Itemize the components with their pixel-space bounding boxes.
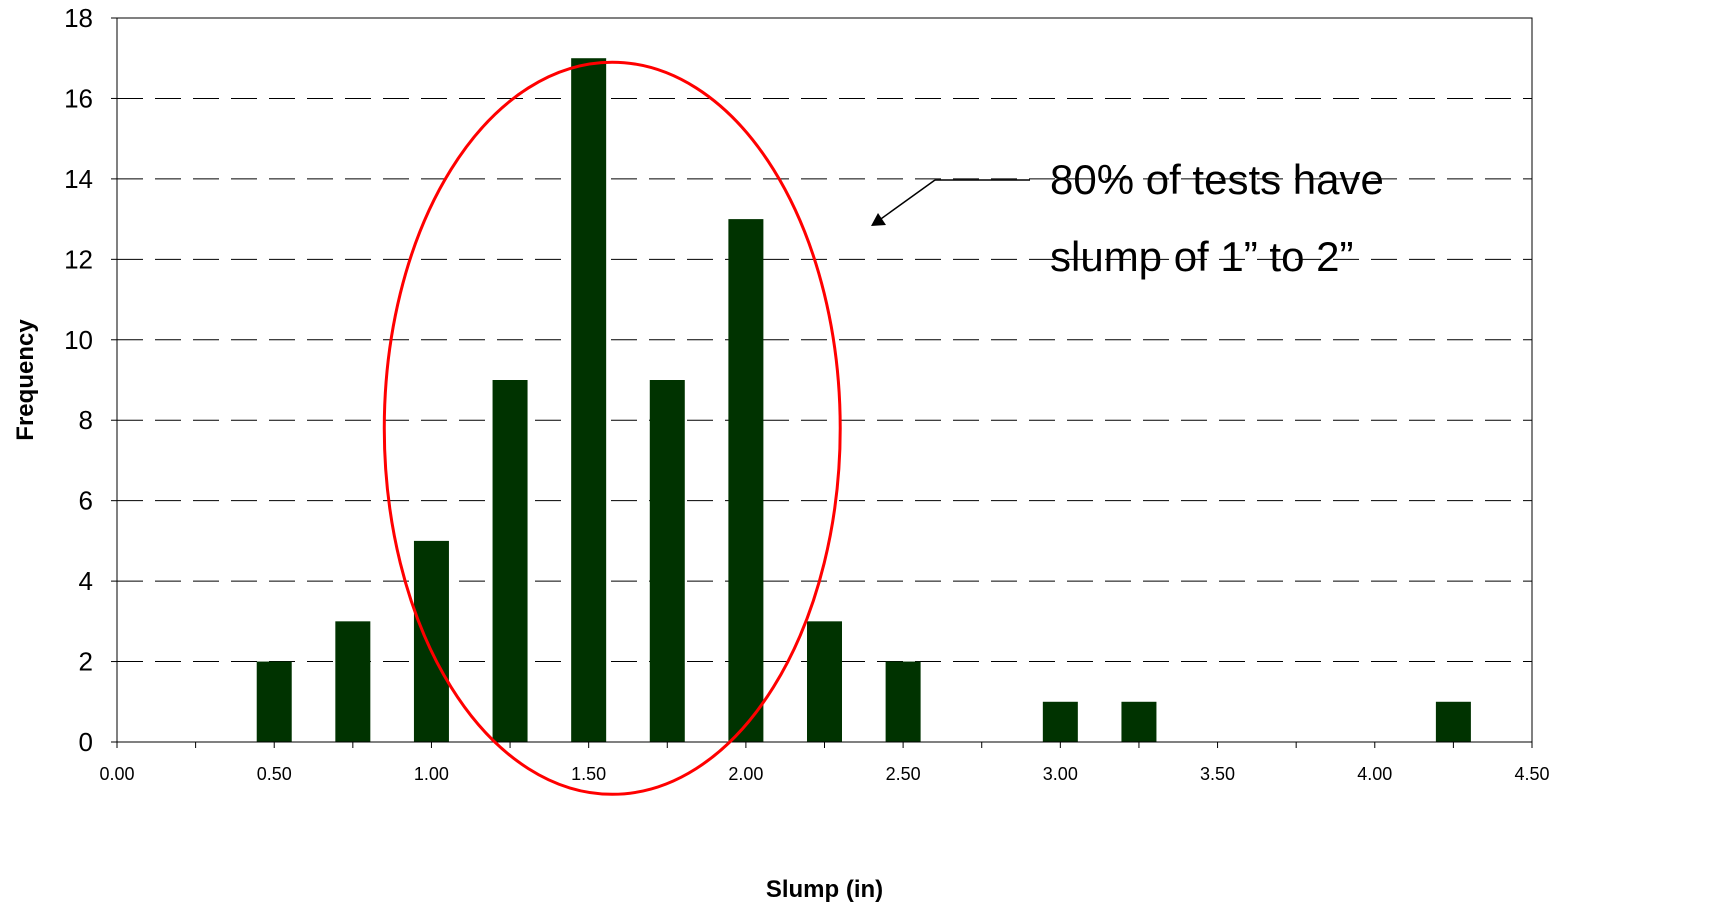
highlight-ellipse: [382, 60, 842, 796]
bars: [256, 58, 1471, 743]
x-tick-label: 1.50: [571, 764, 606, 784]
x-axis-title: Slump (in): [766, 876, 883, 903]
bar: [885, 661, 921, 742]
x-tick-label: 3.50: [1200, 764, 1235, 784]
y-axis-title: Frequency: [12, 319, 39, 441]
bar: [571, 58, 607, 742]
y-tick-label: 2: [79, 647, 93, 677]
y-tick-labels: 0 2 4 6 8 10 12 14 16 18: [64, 3, 117, 757]
gridlines: [117, 97, 1532, 663]
y-tick-label: 16: [64, 83, 93, 113]
x-tick-label: 3.00: [1043, 764, 1078, 784]
bar: [1435, 701, 1471, 742]
x-tick-label: 0.00: [99, 764, 134, 784]
y-tick-label: 12: [64, 244, 93, 274]
x-tick-label: 4.50: [1514, 764, 1549, 784]
x-tick-labels: 0.00 0.50 1.00 1.50 2.00 2.50 3.00 3.50 4.00 4.50: [99, 742, 1550, 784]
y-tick-label: 0: [79, 727, 93, 757]
x-tick-label: 4.00: [1357, 764, 1392, 784]
annotation-arrowhead: [871, 213, 886, 226]
bar: [728, 219, 764, 743]
annotation-text-line: slump of 1” to 2”: [1050, 233, 1353, 280]
bar: [1121, 701, 1157, 742]
y-tick-label: 6: [79, 486, 93, 516]
bar: [413, 540, 449, 742]
bar: [1042, 701, 1078, 742]
x-tick-label: 0.50: [257, 764, 292, 784]
bar: [649, 380, 685, 742]
bar: [807, 621, 842, 742]
annotation-leader-line: [877, 179, 936, 222]
y-tick-label: 10: [64, 325, 93, 355]
x-tick-label: 2.00: [728, 764, 763, 784]
bar: [335, 621, 371, 742]
y-tick-label: 14: [64, 164, 93, 194]
bar: [256, 661, 292, 742]
x-tick-label: 2.50: [886, 764, 921, 784]
bar: [492, 380, 528, 742]
x-tick-label: 1.00: [414, 764, 449, 784]
y-tick-label: 18: [64, 3, 93, 33]
y-tick-label: 4: [79, 566, 93, 596]
annotation-text-line: 80% of tests have: [1050, 156, 1384, 203]
y-tick-label: 8: [79, 405, 93, 435]
